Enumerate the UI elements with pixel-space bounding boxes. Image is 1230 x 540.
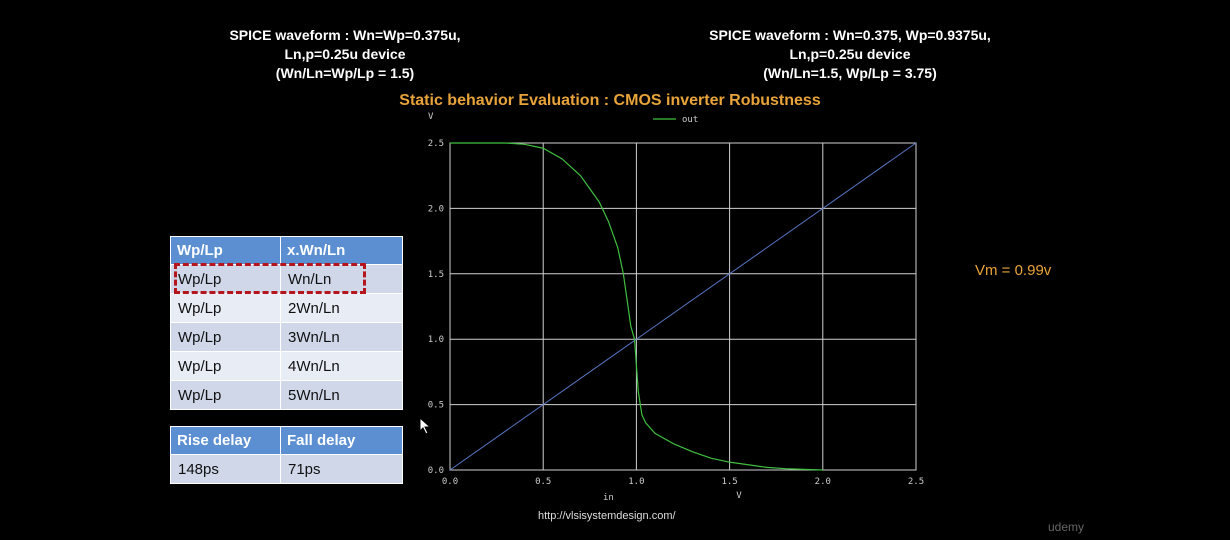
- plot-frame: [449, 142, 917, 471]
- header-left-line1: SPICE waveform : Wn=Wp=0.375u,: [229, 27, 461, 43]
- table-row: 148ps 71ps: [170, 454, 403, 484]
- table-cell: Wp/Lp: [170, 351, 281, 381]
- delay-table: Rise delay Fall delay 148ps 71ps: [170, 426, 403, 484]
- vm-label: Vm = 0.99v: [975, 262, 1052, 279]
- delay-table-header: Rise delay Fall delay: [170, 426, 403, 455]
- table-cell: Wp/Lp: [170, 322, 281, 352]
- y-tick-label: 2.5: [428, 139, 444, 149]
- slide-title: Static behavior Evaluation : CMOS invert…: [399, 92, 821, 109]
- x-axis-label: in: [603, 493, 614, 503]
- header-right-line2: Ln,p=0.25u device: [789, 46, 911, 62]
- y-tick-label: 2.0: [428, 204, 444, 214]
- table-row: Wp/Lp Wn/Ln: [170, 264, 403, 294]
- table-cell: 2Wn/Ln: [280, 293, 403, 323]
- delay-header-fall: Fall delay: [280, 426, 403, 455]
- y-tick-label: 1.0: [428, 335, 444, 345]
- x-tick-label: 2.5: [908, 477, 924, 487]
- y-tick-label: 0.0: [428, 466, 444, 476]
- y-tick-label: 0.5: [428, 401, 444, 411]
- table-row: Wp/Lp 2Wn/Ln: [170, 293, 403, 323]
- header-left-line3: (Wn/Ln=Wp/Lp = 1.5): [275, 65, 415, 81]
- y-unit-label: V: [428, 112, 434, 122]
- ratio-table-header: Wp/Lp x.Wn/Ln: [170, 236, 403, 265]
- rise-delay-value: 148ps: [170, 454, 281, 484]
- delay-header-rise: Rise delay: [170, 426, 281, 455]
- table-cell: Wn/Ln: [280, 264, 403, 294]
- mouse-cursor-icon: [419, 417, 432, 435]
- x-tick-label: 0.5: [535, 477, 551, 487]
- x-tick-label: 0.0: [442, 477, 458, 487]
- highlight-box: [174, 263, 366, 294]
- series-line-out: [450, 142, 823, 471]
- table-cell: Wp/Lp: [170, 293, 281, 323]
- header-right: SPICE waveform : Wn=0.375, Wp=0.9375u, L…: [690, 26, 1010, 83]
- x-tick-label: 1.5: [721, 477, 737, 487]
- ratio-header-wp: Wp/Lp: [170, 236, 281, 265]
- udemy-watermark: udemy: [1048, 520, 1085, 534]
- header-right-line1: SPICE waveform : Wn=0.375, Wp=0.9375u,: [709, 27, 991, 43]
- waveform-plot: 0.0 0.5 1.0 1.5 2.0 2.5 0.0 0.5 1.0 1.5 2.0 2.5 Vin V…: [428, 112, 924, 503]
- x-tick-label: 2.0: [815, 477, 831, 487]
- fall-delay-value: 71ps: [280, 454, 403, 484]
- table-cell: Wp/Lp: [170, 380, 281, 410]
- ratio-header-wn: x.Wn/Ln: [280, 236, 403, 265]
- header-left-line2: Ln,p=0.25u device: [284, 46, 406, 62]
- x-unit-label: V: [736, 491, 742, 501]
- table-row: Wp/Lp 4Wn/Ln: [170, 351, 403, 381]
- table-row: Wp/Lp 5Wn/Ln: [170, 380, 403, 410]
- y-tick-label: 1.5: [428, 270, 444, 280]
- site-url: http://vlsisystemdesign.com/: [538, 510, 676, 522]
- table-cell: 4Wn/Ln: [280, 351, 403, 381]
- x-tick-label: 1.0: [628, 477, 644, 487]
- series-line-reference: [449, 142, 917, 471]
- legend-label-out: out: [682, 115, 698, 125]
- header-left: SPICE waveform : Wn=Wp=0.375u, Ln,p=0.25…: [200, 26, 490, 83]
- table-cell: 5Wn/Ln: [280, 380, 403, 410]
- header-right-line3: (Wn/Ln=1.5, Wp/Lp = 3.75): [763, 65, 937, 81]
- table-row: Wp/Lp 3Wn/Ln: [170, 322, 403, 352]
- table-cell: 3Wn/Ln: [280, 322, 403, 352]
